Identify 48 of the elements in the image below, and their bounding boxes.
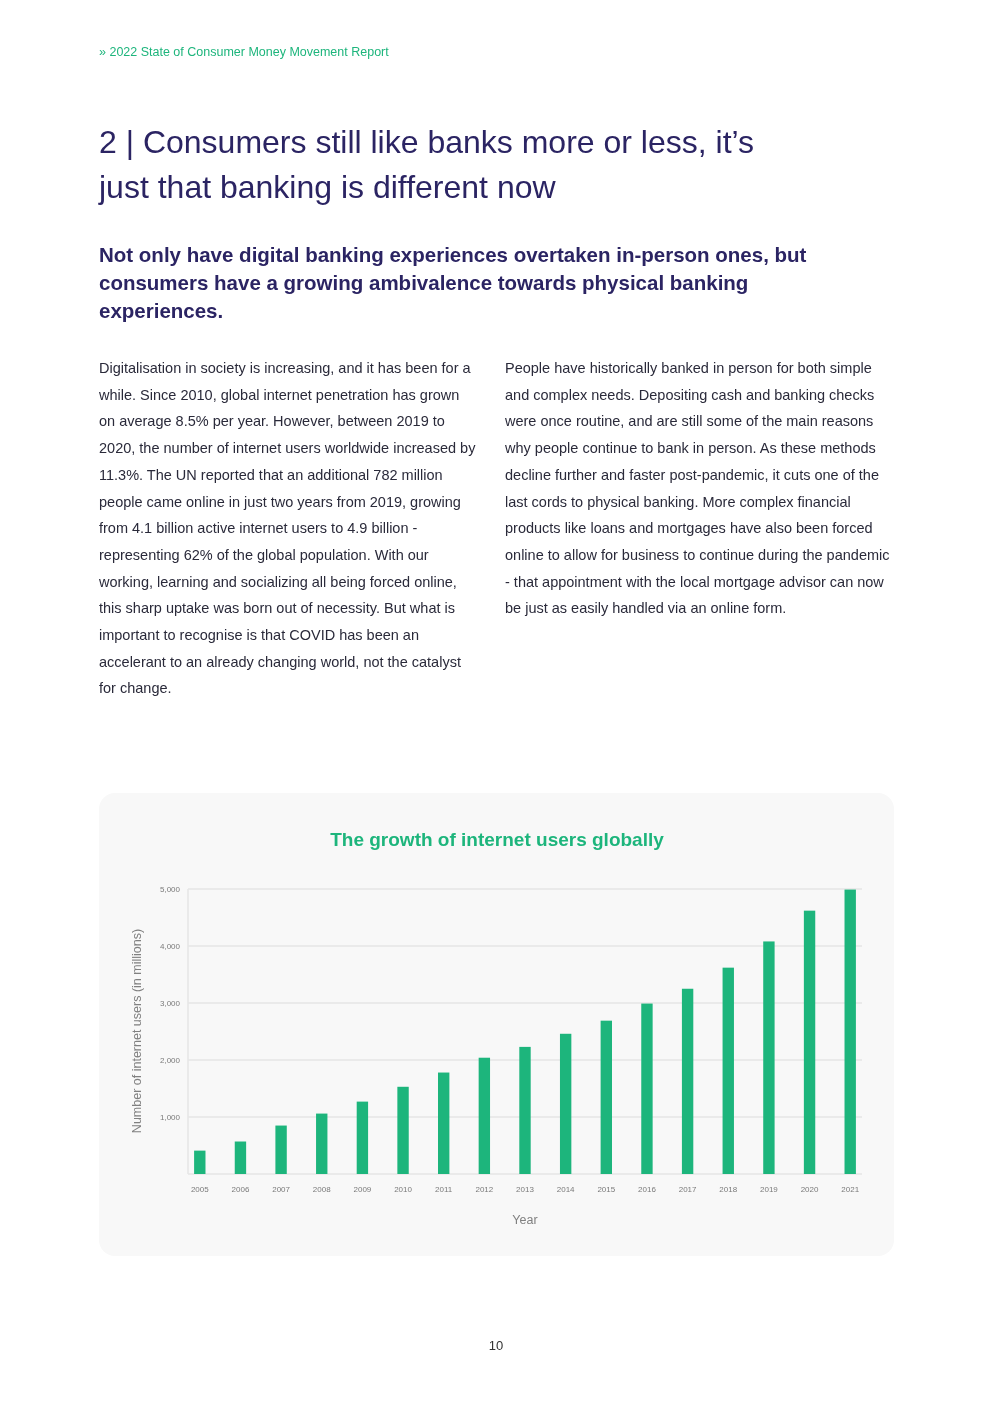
bar: [438, 1072, 450, 1174]
bar: [519, 1046, 531, 1174]
y-axis-title: Number of internet users (in millions): [130, 928, 144, 1134]
x-tick-label: 2008: [312, 1185, 332, 1194]
text: 2 | Consumers still like banks more or less, it’s just that banking is different now: [99, 123, 756, 207]
bar: [803, 910, 816, 1174]
bar: [397, 1086, 409, 1174]
x-tick-label: 2018: [719, 1185, 738, 1194]
x-tick-label: 2012: [475, 1185, 494, 1194]
x-tick-label: 2013: [516, 1185, 535, 1194]
x-tick-label: 2007: [272, 1185, 291, 1194]
bar: [763, 941, 775, 1174]
x-tick-label: 2011: [435, 1185, 453, 1194]
bar: [844, 889, 856, 1174]
x-tick-label: 2021: [841, 1185, 860, 1194]
x-tick-label: 2020: [800, 1185, 820, 1194]
x-tick-label: 2009: [353, 1185, 372, 1194]
x-tick-label: 2016: [638, 1185, 657, 1194]
bar: [722, 967, 734, 1174]
x-tick-label: 2019: [760, 1185, 779, 1194]
text: People have historically banked in person for both simple and complex needs. Depositing cash and banking checks were once routine, and are still some of the main reasons why people continue to bank in person. As these methods decline further and faster post-pandemic, it cuts one of the last cords to physical banking. More complex financial products like loans and mortgages have also been forced online to allow for business to continue during the pandemic - that appointment with the local mortgage advisor can now be just as easily handled via an online form.: [505, 360, 890, 617]
bar: [559, 1033, 572, 1174]
y-tick-label: 3,000: [159, 998, 181, 1008]
bar: [234, 1141, 247, 1174]
bar: [600, 1020, 612, 1174]
bar: [681, 988, 694, 1174]
x-tick-label: 2015: [597, 1185, 616, 1194]
y-tick-label: 4,000: [159, 941, 181, 951]
bar: [275, 1125, 287, 1174]
bar: [316, 1113, 328, 1174]
y-tick-label: 2,000: [159, 1055, 181, 1065]
text: 10: [487, 1338, 505, 1353]
x-axis-title: Year: [512, 1213, 538, 1227]
x-tick-label: 2006: [231, 1185, 250, 1194]
x-tick-label: 2017: [678, 1185, 698, 1194]
bar: [641, 1003, 653, 1174]
chart-title: The growth of internet users globally: [330, 829, 665, 850]
text: Not only have digital banking experiences overtaken in-person ones, but consumers have a growing ambivalence towards physical banking experiences.: [99, 242, 808, 324]
bar: [356, 1101, 369, 1174]
x-tick-label: 2010: [394, 1185, 413, 1194]
y-tick-label: 5,000: [159, 884, 181, 894]
y-tick-label: 1,000: [159, 1112, 181, 1122]
bar: [194, 1150, 206, 1174]
text: » 2022 State of Consumer Money Movement Report: [99, 45, 389, 59]
x-tick-label: 2005: [190, 1185, 210, 1194]
x-tick-label: 2014: [556, 1185, 576, 1194]
text: Digitalisation in society is increasing, and it has been for a while. Since 2010, global internet penetration has grown on average 8.5% per year. However, between 2019 to 2020, the number of internet users worldwide increased by 11.3%. The UN reported that an additional 782 million people came online in just two years from 2019, growing from 4.1 billion active internet users to 4.9 billion - representing 62% of the global population. With our working, learning and socializing all being forced online, this sharp uptake was born out of necessity. But what is important to recognise is that COVID has been an accelerant to an already changing world, not the catalyst for change.: [99, 360, 476, 697]
bar: [478, 1057, 491, 1174]
